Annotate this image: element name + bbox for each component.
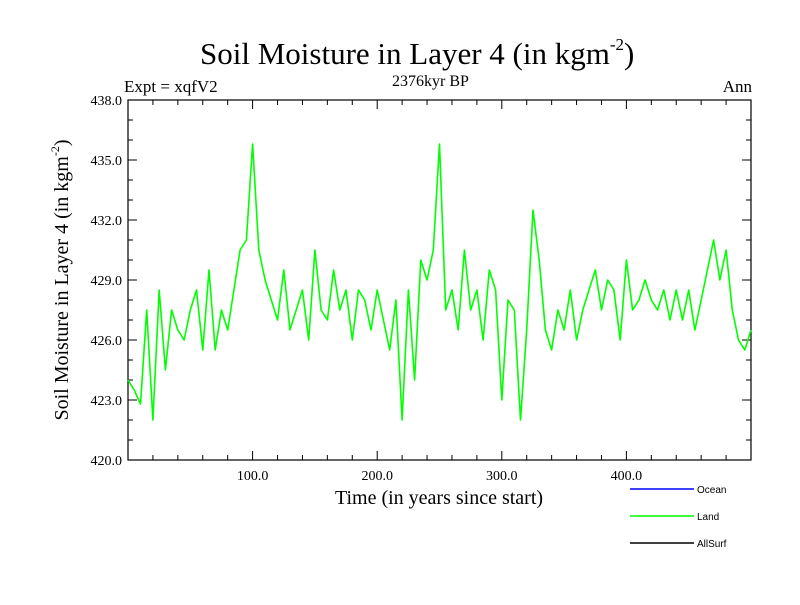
season-label: Ann <box>723 77 753 96</box>
legend-label-land: Land <box>697 512 719 523</box>
y-tick-label: 423.0 <box>91 394 123 409</box>
series-line-land <box>127 143 752 421</box>
y-tick-label: 420.0 <box>91 454 123 469</box>
subtitle: 2376kyr BP <box>392 73 469 90</box>
chart-title-superscript: -2 <box>610 35 624 54</box>
chart-title: Soil Moisture in Layer 4 (in kgm-2) <box>200 35 634 71</box>
chart-title-close: ) <box>624 36 634 71</box>
ticks-layer <box>128 99 751 461</box>
y-axis-label: Soil Moisture in Layer 4 (in kgm-2) <box>48 139 73 420</box>
y-tick-label: 432.0 <box>91 214 123 229</box>
x-tick-label: 400.0 <box>611 469 643 484</box>
x-axis-label: Time (in years since start) <box>335 487 543 509</box>
y-tick-label: 438.0 <box>91 94 123 109</box>
y-tick-label: 429.0 <box>91 274 123 289</box>
legend-label-allsurf: AllSurf <box>697 539 727 550</box>
y-axis-label-text: Soil Moisture in Layer 4 (in kgm <box>51 156 73 421</box>
x-tick-label: 200.0 <box>361 469 393 484</box>
legend-label-ocean: Ocean <box>697 485 726 496</box>
y-axis-label-close: ) <box>51 139 73 146</box>
y-axis-label-superscript: -2 <box>48 146 62 156</box>
legend: Ocean Land AllSurf <box>630 485 727 550</box>
chart-title-text: Soil Moisture in Layer 4 (in kgm <box>200 36 610 71</box>
x-tick-label: 100.0 <box>237 469 269 484</box>
x-tick-label: 300.0 <box>486 469 518 484</box>
y-tick-label: 435.0 <box>91 154 123 169</box>
tick-labels-layer: 100.0 200.0 300.0 400.0 420.0 423.0 426.0 429.0… <box>91 94 643 484</box>
y-tick-label: 426.0 <box>91 334 123 349</box>
series-layer <box>127 143 752 421</box>
expt-label: Expt = xqfV2 <box>124 77 218 96</box>
